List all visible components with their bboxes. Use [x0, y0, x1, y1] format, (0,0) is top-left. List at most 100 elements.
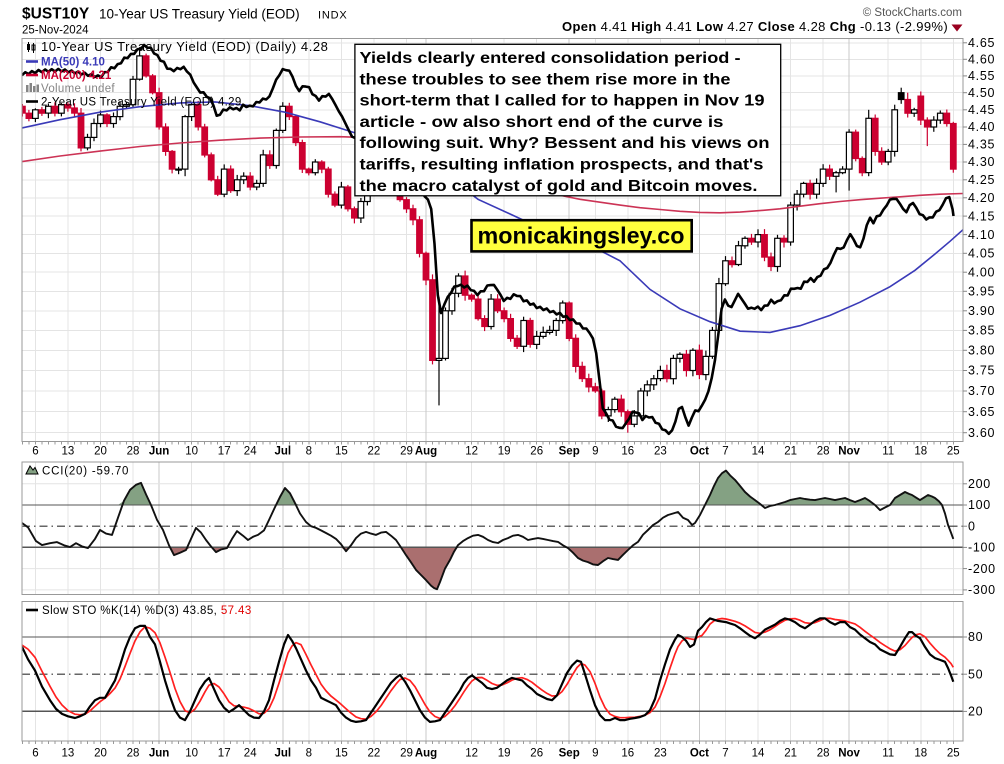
svg-text:16: 16	[621, 748, 634, 760]
svg-text:14: 14	[752, 748, 765, 760]
svg-text:10-Year US Treasury Yield (EOD: 10-Year US Treasury Yield (EOD) (Daily) …	[41, 39, 328, 54]
svg-text:Aug: Aug	[415, 748, 437, 760]
svg-text:21: 21	[784, 446, 797, 458]
svg-text:4.40: 4.40	[968, 120, 995, 134]
svg-text:15: 15	[335, 446, 348, 458]
svg-text:22: 22	[368, 748, 381, 760]
svg-text:10: 10	[185, 748, 198, 760]
svg-text:24: 24	[244, 446, 257, 458]
svg-text:8: 8	[306, 748, 312, 760]
svg-text:28: 28	[817, 748, 830, 760]
svg-text:4.05: 4.05	[968, 247, 995, 261]
svg-text:these troubles to see them ris: these troubles to see them rise more in …	[360, 71, 731, 88]
svg-text:25-Nov-2024: 25-Nov-2024	[22, 25, 89, 37]
svg-text:25: 25	[947, 748, 960, 760]
svg-text:monicakingsley.co: monicakingsley.co	[478, 223, 685, 249]
svg-text:12: 12	[465, 446, 478, 458]
svg-text:3.85: 3.85	[968, 324, 995, 338]
svg-text:7: 7	[722, 446, 728, 458]
svg-text:4.65: 4.65	[968, 36, 995, 50]
svg-text:19: 19	[498, 748, 511, 760]
svg-text:25: 25	[947, 446, 960, 458]
svg-text:3.65: 3.65	[968, 405, 995, 419]
svg-text:4.15: 4.15	[968, 209, 995, 223]
svg-text:7: 7	[722, 748, 728, 760]
svg-text:3.90: 3.90	[968, 304, 995, 318]
svg-text:short-term that I called for t: short-term that I called for to happen i…	[360, 93, 765, 110]
svg-text:26: 26	[530, 446, 543, 458]
svg-text:Sep: Sep	[559, 748, 580, 760]
svg-text:Sep: Sep	[559, 446, 580, 458]
svg-text:4.30: 4.30	[968, 155, 995, 169]
svg-text:8: 8	[306, 446, 312, 458]
svg-text:4.60: 4.60	[968, 53, 995, 67]
svg-text:INDX: INDX	[318, 10, 347, 22]
svg-text:24: 24	[244, 748, 257, 760]
svg-text:80: 80	[968, 630, 983, 644]
svg-text:4.45: 4.45	[968, 103, 995, 117]
svg-text:4.55: 4.55	[968, 69, 995, 83]
svg-text:Jun: Jun	[149, 748, 169, 760]
svg-text:13: 13	[62, 446, 75, 458]
svg-text:3.80: 3.80	[968, 344, 995, 358]
svg-text:3.70: 3.70	[968, 384, 995, 398]
svg-text:29: 29	[400, 748, 413, 760]
svg-text:11: 11	[882, 446, 894, 458]
svg-text:3.75: 3.75	[968, 364, 995, 378]
svg-text:4.35: 4.35	[968, 138, 995, 152]
svg-text:Open 4.41 High 4.41 Low 4.27 C: Open 4.41 High 4.41 Low 4.27 Close 4.28 …	[562, 19, 948, 34]
svg-text:28: 28	[127, 446, 140, 458]
svg-text:the macro catalyst of gold and: the macro catalyst of gold and Bitcoin m…	[360, 178, 758, 195]
svg-text:-300: -300	[968, 583, 996, 597]
svg-text:10-Year US Treasury Yield (EOD: 10-Year US Treasury Yield (EOD)	[99, 7, 300, 22]
svg-text:16: 16	[621, 446, 634, 458]
svg-text:article - ow also short end of: article - ow also short end of the curve…	[360, 114, 724, 131]
svg-text:Nov: Nov	[838, 446, 860, 458]
svg-text:4.20: 4.20	[968, 191, 995, 205]
svg-text:6: 6	[32, 748, 38, 760]
svg-text:Oct: Oct	[690, 748, 709, 760]
svg-text:19: 19	[498, 446, 511, 458]
svg-text:following suit. Why? Bessent a: following suit. Why? Bessent and his vie…	[360, 135, 770, 152]
svg-text:20: 20	[94, 748, 107, 760]
svg-text:MA(200) 4.21: MA(200) 4.21	[41, 70, 112, 82]
svg-text:4.50: 4.50	[968, 86, 995, 100]
svg-text:12: 12	[465, 748, 478, 760]
svg-text:15: 15	[335, 748, 348, 760]
svg-text:100: 100	[968, 498, 991, 512]
svg-text:Volume undef: Volume undef	[41, 83, 115, 95]
svg-text:tariffs, resulting inflation p: tariffs, resulting inflation prospects, …	[360, 157, 764, 174]
svg-text:9: 9	[592, 748, 598, 760]
svg-text:Slow STO %K(14) %D(3) 43.85, 5: Slow STO %K(14) %D(3) 43.85, 57.43	[42, 605, 252, 617]
svg-text:200: 200	[968, 477, 991, 491]
svg-text:MA(50) 4.10: MA(50) 4.10	[41, 57, 105, 69]
svg-text:10: 10	[185, 446, 198, 458]
svg-text:0: 0	[968, 519, 976, 533]
svg-text:Yields clearly entered consoli: Yields clearly entered consolidation per…	[360, 50, 741, 67]
svg-text:9: 9	[592, 446, 598, 458]
svg-text:50: 50	[968, 667, 983, 681]
svg-text:28: 28	[817, 446, 830, 458]
svg-text:Jul: Jul	[274, 446, 291, 458]
svg-text:4.10: 4.10	[968, 228, 995, 242]
svg-text:6: 6	[32, 446, 38, 458]
svg-text:28: 28	[127, 748, 140, 760]
svg-text:26: 26	[530, 748, 543, 760]
svg-text:-200: -200	[968, 562, 996, 576]
svg-text:13: 13	[62, 748, 75, 760]
svg-text:2-Year US Treasury Yield (EOD): 2-Year US Treasury Yield (EOD) 4.29	[41, 97, 242, 109]
svg-text:17: 17	[218, 748, 231, 760]
svg-text:18: 18	[914, 446, 927, 458]
svg-text:3.60: 3.60	[968, 426, 995, 440]
svg-text:20: 20	[94, 446, 107, 458]
svg-text:Oct: Oct	[690, 446, 709, 458]
svg-text:17: 17	[218, 446, 231, 458]
svg-text:18: 18	[914, 748, 927, 760]
svg-text:Jun: Jun	[149, 446, 169, 458]
svg-text:CCI(20) -59.70: CCI(20) -59.70	[42, 466, 129, 478]
svg-text:-100: -100	[968, 541, 996, 555]
svg-text:23: 23	[654, 748, 667, 760]
svg-text:Nov: Nov	[838, 748, 860, 760]
svg-text:22: 22	[368, 446, 381, 458]
svg-text:21: 21	[784, 748, 797, 760]
